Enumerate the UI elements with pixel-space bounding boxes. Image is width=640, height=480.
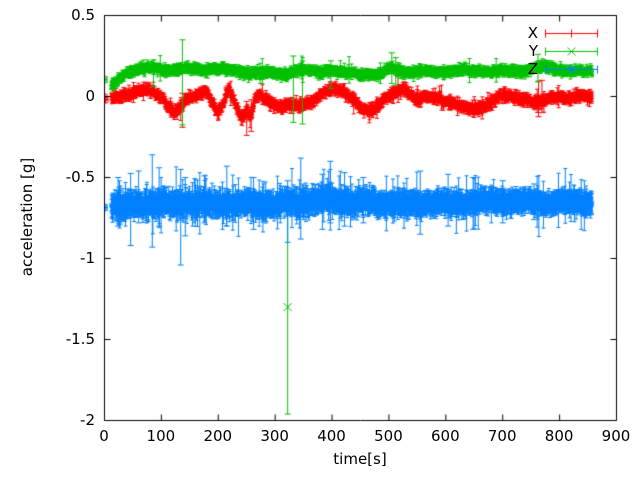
legend-label-x: X <box>527 24 538 42</box>
y-tick-label: 0 <box>85 87 95 105</box>
x-tick-label: 700 <box>487 427 517 445</box>
x-tick-label: 400 <box>317 427 346 445</box>
y-tick-label: -1.5 <box>65 330 95 348</box>
x-tick-label: 100 <box>146 427 176 445</box>
x-tick-label: 900 <box>601 427 631 445</box>
y-tick-label: 0.5 <box>71 6 95 24</box>
x-axis-title: time[s] <box>333 450 387 468</box>
y-tick-label: -0.5 <box>65 168 95 186</box>
y-tick-label: -1 <box>80 249 95 267</box>
legend-label-y: Y <box>528 42 538 60</box>
x-tick-label: 300 <box>260 427 289 445</box>
x-tick-label: 800 <box>544 427 574 445</box>
x-tick-label: 200 <box>203 427 233 445</box>
legend-label-z: Z <box>527 60 538 78</box>
x-tick-label: 600 <box>431 427 460 445</box>
y-tick-label: -2 <box>80 411 95 429</box>
x-tick-label: 500 <box>374 427 403 445</box>
x-tick-label: 0 <box>99 427 109 445</box>
